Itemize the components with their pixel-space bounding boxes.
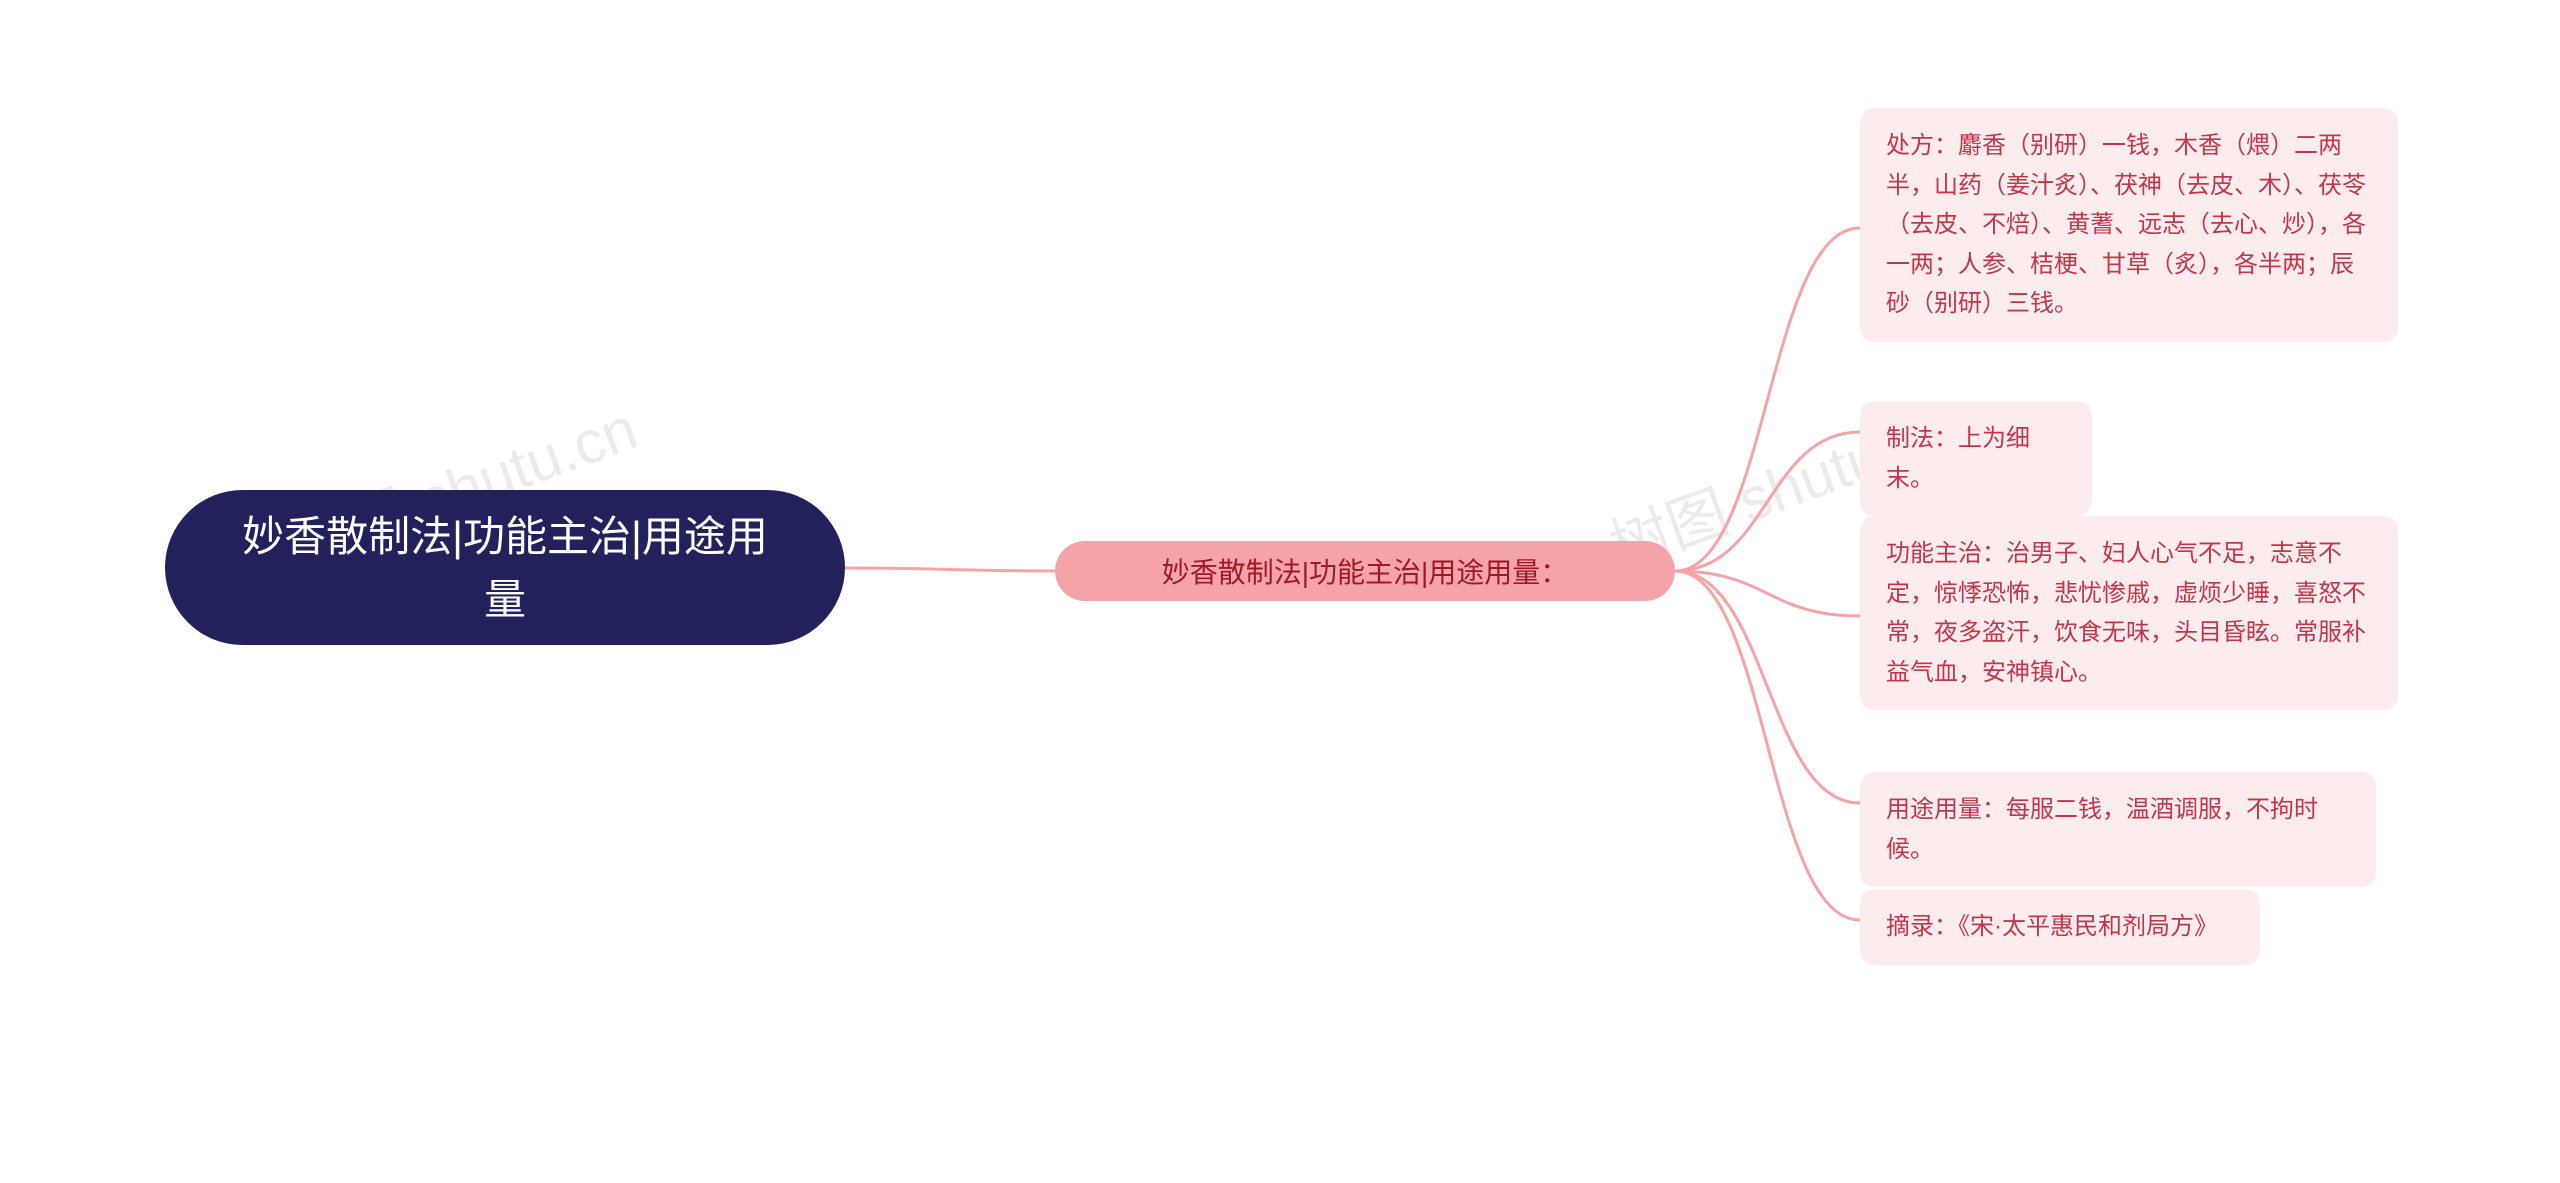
leaf-node-1: 制法：上为细末。 — [1860, 401, 2092, 516]
leaf-node-4: 摘录：《宋·太平惠民和剂局方》 — [1860, 889, 2260, 965]
root-label: 妙香散制法|功能主治|用途用量 — [225, 505, 785, 631]
leaf-node-3: 用途用量：每服二钱，温酒调服，不拘时候。 — [1860, 772, 2376, 887]
mid-node: 妙香散制法|功能主治|用途用量： — [1055, 541, 1675, 601]
leaf-node-2: 功能主治：治男子、妇人心气不足，志意不定，惊悸恐怖，悲忧惨戚，虚烦少睡，喜怒不常… — [1860, 516, 2398, 710]
leaf-node-0: 处方：麝香（别研）一钱，木香（煨）二两半，山药（姜汁炙）、茯神（去皮、木）、茯苓… — [1860, 108, 2398, 342]
mid-label: 妙香散制法|功能主治|用途用量： — [1162, 551, 1569, 591]
root-node: 妙香散制法|功能主治|用途用量 — [165, 490, 845, 645]
